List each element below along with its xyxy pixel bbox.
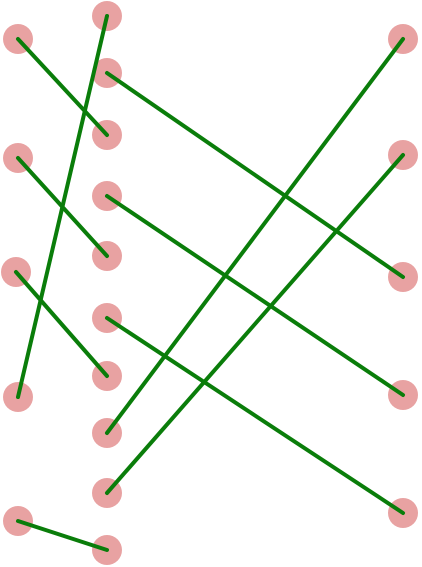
- edge-L5-M10: [16, 519, 109, 552]
- edge-M8-R1: [105, 37, 405, 435]
- edge-L1-M3: [16, 37, 109, 137]
- edge-M4-R4: [105, 194, 405, 397]
- edge-L4-M1: [16, 14, 109, 399]
- edge-M6-R5: [105, 316, 405, 515]
- edge-M9-R2: [105, 153, 405, 495]
- edge-M2-R3: [105, 71, 405, 279]
- edges-layer: [14, 14, 405, 552]
- edge-L3-M7: [14, 270, 109, 378]
